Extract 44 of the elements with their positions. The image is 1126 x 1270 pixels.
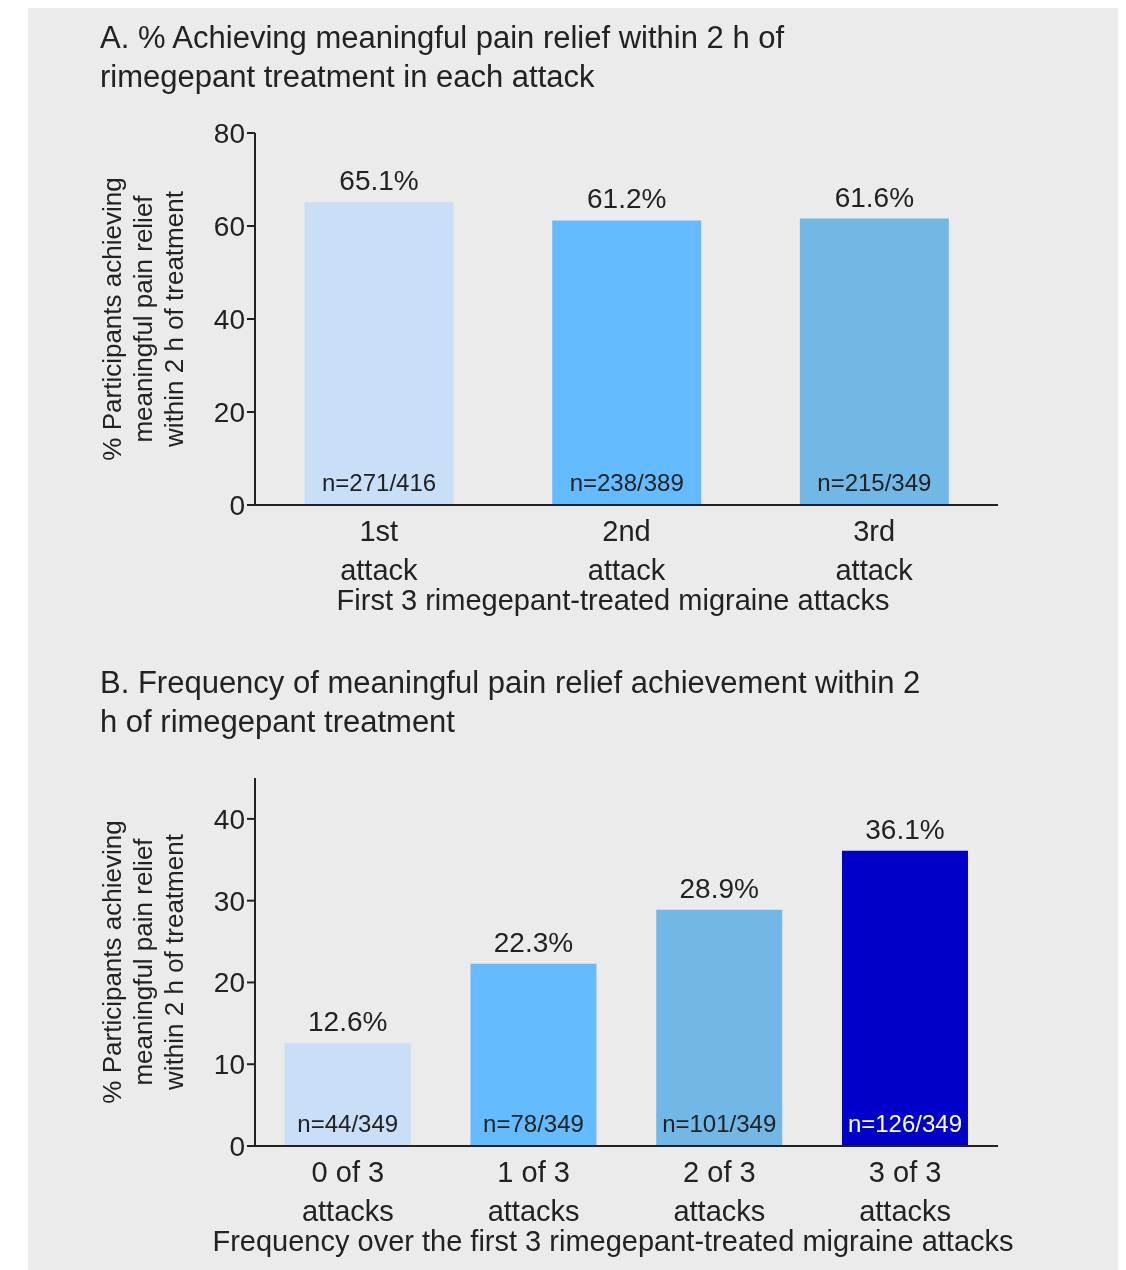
- x-axis-title: Frequency over the first 3 rimegepant-treated migraine attacks: [211, 1224, 1015, 1258]
- x-tick-label: 2nd attack: [587, 515, 666, 586]
- bar: [552, 220, 702, 505]
- y-tick-label: 10: [213, 1049, 245, 1081]
- data-label: 36.1%: [865, 813, 945, 845]
- annotation: n=238/389: [569, 469, 684, 496]
- annotation: n=271/416: [321, 469, 437, 496]
- y-tick-label: 30: [213, 885, 245, 917]
- y-tick-label: 40: [213, 803, 245, 835]
- chart-title: A. % Achieving meaningful pain relief within 2 h of rimegepant treatment in each attack: [100, 19, 786, 96]
- data-label: 61.6%: [834, 181, 915, 213]
- bar: [470, 963, 597, 1146]
- bar: [799, 218, 949, 505]
- data-label: 61.2%: [587, 183, 667, 215]
- y-tick-label: 0: [229, 1130, 245, 1162]
- annotation: n=101/349: [662, 1110, 777, 1137]
- y-axis-title: % Participants achieving meaningful pain relief within 2 h of treatment: [97, 819, 190, 1106]
- y-axis-title: % Participants achieving meaningful pain relief within 2 h of treatment: [97, 176, 190, 463]
- x-tick-label: 2 of 3 attacks: [673, 1156, 766, 1227]
- annotation: n=126/349: [847, 1110, 963, 1137]
- annotation: n=44/349: [297, 1110, 399, 1137]
- data-label: 22.3%: [493, 926, 574, 958]
- bar: [284, 1042, 411, 1146]
- data-label: 65.1%: [339, 165, 419, 197]
- y-tick-label: 60: [213, 210, 245, 242]
- y-tick-label: 80: [213, 117, 245, 149]
- data-label: 12.6%: [308, 1005, 388, 1037]
- data-label: 28.9%: [679, 872, 759, 904]
- y-tick-label: 40: [213, 303, 245, 335]
- x-tick-label: 3rd attack: [835, 515, 914, 586]
- chart-title: B. Frequency of meaningful pain relief achievement within 2 h of rimegepant treatment: [100, 664, 922, 741]
- bar: [304, 202, 454, 505]
- bar: [656, 909, 783, 1146]
- annotation: n=78/349: [483, 1110, 584, 1137]
- x-tick-label: 0 of 3 attacks: [301, 1156, 394, 1227]
- y-tick-label: 20: [213, 967, 245, 999]
- x-tick-label: 1 of 3 attacks: [487, 1156, 580, 1227]
- y-tick-label: 0: [229, 489, 245, 521]
- annotation: n=215/349: [817, 469, 932, 496]
- x-tick-label: 1st attack: [340, 515, 419, 586]
- x-tick-label: 3 of 3 attacks: [859, 1156, 952, 1227]
- bar: [841, 850, 968, 1146]
- y-tick-label: 20: [213, 396, 245, 428]
- x-axis-title: First 3 rimegepant-treated migraine attacks: [335, 583, 891, 617]
